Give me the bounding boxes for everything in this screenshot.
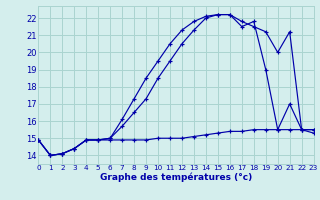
X-axis label: Graphe des températures (°c): Graphe des températures (°c) — [100, 173, 252, 182]
